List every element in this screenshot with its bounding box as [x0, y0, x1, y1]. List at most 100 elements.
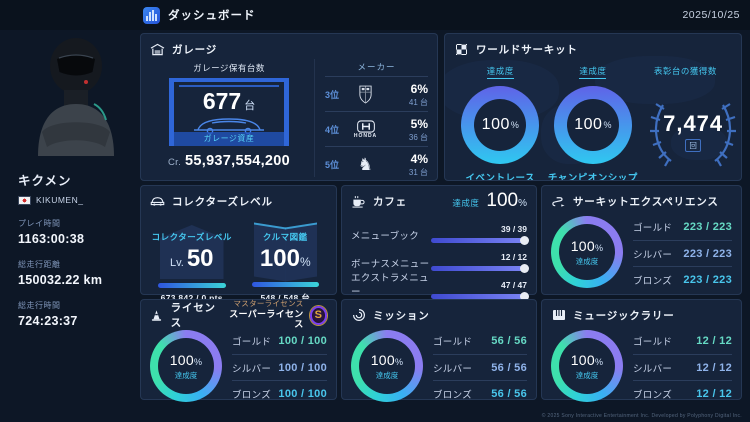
donut-percent: 100	[570, 237, 595, 254]
maker-rank: 5位	[325, 160, 340, 170]
level-label: コレクターズレベル	[151, 232, 232, 242]
bronze-label: ブロンズ	[232, 389, 272, 401]
cafe-percent-unit: %	[518, 198, 527, 209]
level-prefix: Lv.	[169, 257, 184, 269]
garage-count-unit: 台	[244, 100, 256, 112]
circuit-track-icon	[551, 195, 566, 208]
cafe-card: カフェ 達成度 100% メニューブック 39 / 39 ボーナスメニュー 12…	[341, 185, 537, 301]
level-value: 50	[186, 245, 214, 272]
row-ratio: 12 / 12	[501, 252, 527, 262]
podium-unit: 回	[685, 139, 702, 152]
card-title: ガレージ	[172, 43, 217, 56]
extra-menu-row: エクストラメニュー 47 / 47	[351, 273, 529, 301]
gold-label: ゴールド	[232, 337, 272, 348]
credit-value: 55,937,554,200	[185, 153, 291, 169]
donut-percent: 100	[169, 351, 194, 368]
super-license-label: スーパーライセンス	[229, 308, 304, 330]
garage-asset-label: ガレージ資産	[174, 132, 284, 146]
player-panel: キクメン KIKUMEN_ プレイ時間 1163:00:38 総走行距離 150…	[0, 30, 137, 422]
row-label: エクストラメニュー	[351, 273, 429, 298]
garage-owned-label: ガレージ保有台数	[193, 63, 265, 73]
donut-percent: 100	[370, 351, 395, 368]
bronze-value: 100 / 100	[278, 387, 327, 400]
top-bar: ダッシュボード 2025/10/25	[0, 0, 750, 30]
maker-percent: 6%	[410, 81, 428, 96]
silver-row: シルバー 12 / 12	[633, 354, 732, 380]
gold-value: 223 / 223	[683, 221, 732, 233]
podium-count: 7,474	[663, 111, 724, 136]
card-title: サーキットエクスペリエンス	[573, 195, 719, 208]
credit-prefix: Cr.	[167, 157, 182, 168]
player-id: KIKUMEN_	[36, 195, 84, 205]
menu-book-slider	[431, 236, 529, 245]
row-ratio: 39 / 39	[501, 224, 527, 234]
collector-level-card: コレクターズレベル コレクターズレベル Lv. 50 673,842 / 0 pt…	[140, 185, 337, 303]
maker-count: 31 台	[408, 167, 428, 177]
championship-donut: 100%	[553, 86, 632, 164]
catalog-count: 548 / 548 台	[260, 293, 311, 303]
podium-column: 表彰台の獲得数 7,474 回	[639, 61, 737, 180]
stat-value: 150032.22 km	[18, 273, 103, 287]
gold-row: ゴールド 56 / 56	[433, 328, 527, 354]
row-label: メニューブック	[351, 231, 420, 242]
donut-unit: %	[594, 242, 604, 253]
garage-card: ガレージ ガレージ保有台数 677 台 ガレージ資産	[140, 33, 438, 181]
gold-value: 100 / 100	[278, 335, 327, 347]
catalog-unit: %	[299, 255, 311, 269]
maker-rank: 4位	[325, 125, 340, 135]
catalog-label: クルマ図鑑	[262, 232, 308, 242]
bronze-label: ブロンズ	[433, 389, 473, 401]
world-circuit-card: ワールドサーキット 達成度 100% イベントレース 247 / 247 達成度…	[444, 33, 742, 181]
laurel-wreath-icon: 7,474 回	[639, 89, 741, 173]
card-title: カフェ	[373, 195, 407, 208]
silver-value: 223 / 223	[683, 247, 732, 260]
dashboard-icon	[143, 6, 160, 24]
achievement-label: 達成度	[452, 198, 480, 208]
donut-name: イベントレース	[465, 173, 536, 181]
silver-value: 12 / 12	[696, 361, 732, 374]
donut-unit: %	[394, 356, 404, 367]
silver-value: 56 / 56	[491, 361, 527, 374]
donut-unit: %	[603, 120, 612, 130]
bronze-row: ブロンズ 100 / 100	[232, 380, 327, 406]
page-title: ダッシュボード	[168, 10, 256, 22]
cafe-percent: 100	[486, 190, 519, 211]
donut-percent: 100	[481, 116, 510, 133]
stat-label: 総走行距離	[18, 260, 61, 269]
ferrari-logo-icon: ♞	[357, 154, 374, 174]
extra-menu-slider	[431, 292, 529, 301]
license-card: ライセンス マスターライセンス スーパーライセンス S 100% 達成度 ゴール…	[140, 299, 337, 402]
card-title: ライセンス	[170, 302, 216, 329]
s-license-badge: S	[309, 305, 328, 325]
catalog-progress-bar	[251, 282, 319, 287]
maker-row: 3位 6% 41 台	[325, 76, 428, 111]
gold-label: ゴールド	[633, 223, 673, 234]
stat-value: 1163:00:38	[18, 232, 85, 246]
bonus-menu-slider	[431, 264, 529, 273]
level-progress-bar	[158, 283, 226, 288]
maker-row: 5位 ♞ 4% 31 台	[325, 146, 428, 181]
maker-count: 41 台	[408, 97, 428, 107]
donut-percent: 100	[574, 116, 603, 133]
level-points: 673,842 / 0 pts	[160, 293, 223, 303]
maker-header: メーカー	[357, 62, 396, 72]
gold-value: 12 / 12	[696, 335, 732, 347]
collector-level-panel: コレクターズレベル Lv. 50 673,842 / 0 pts	[150, 213, 234, 304]
maker-rank: 3位	[325, 90, 340, 100]
date-label: 2025/10/25	[682, 9, 740, 21]
achievement-label: 達成度	[174, 370, 198, 380]
silver-row: シルバー 223 / 223	[633, 240, 732, 266]
bronze-row: ブロンズ 12 / 12	[633, 380, 732, 406]
achievement-label: 達成度	[579, 65, 607, 79]
silver-label: シルバー	[633, 249, 673, 261]
license-donut: 100% 達成度	[150, 330, 222, 402]
event-race-column: 達成度 100% イベントレース 247 / 247	[454, 61, 547, 181]
car-catalog-panel: クルマ図鑑 100% 548 / 548 台	[244, 213, 328, 304]
catalog-value: 100	[259, 245, 300, 272]
master-license-label: マスターライセンス	[233, 299, 304, 309]
bronze-label: ブロンズ	[633, 275, 673, 287]
menu-book-row: メニューブック 39 / 39	[351, 217, 529, 245]
player-name: キクメン	[18, 174, 72, 188]
stat-total-drive-time: 総走行時間 724:23:37	[18, 300, 137, 328]
